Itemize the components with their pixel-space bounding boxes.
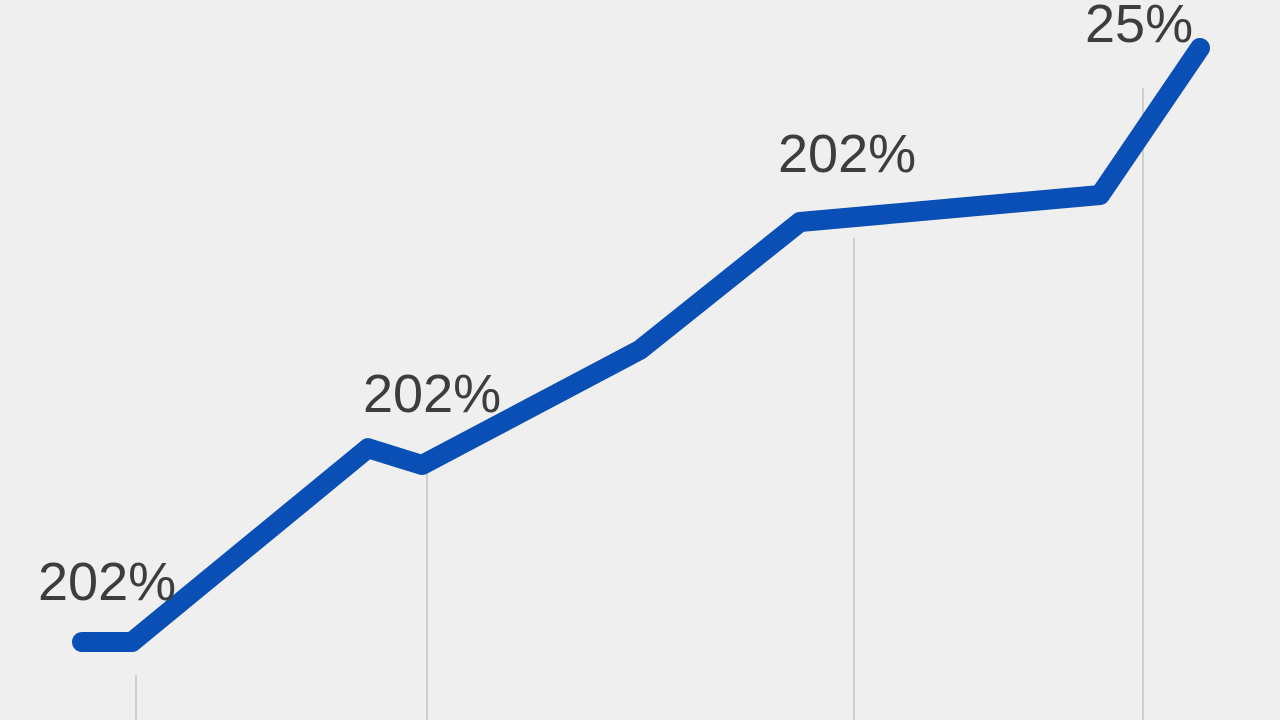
series-line (72, 38, 1210, 652)
annotation: 25% (1085, 0, 1193, 54)
annotation: 202% (363, 364, 501, 424)
annotation: 202% (778, 124, 916, 184)
annotation: 202% (38, 552, 176, 612)
